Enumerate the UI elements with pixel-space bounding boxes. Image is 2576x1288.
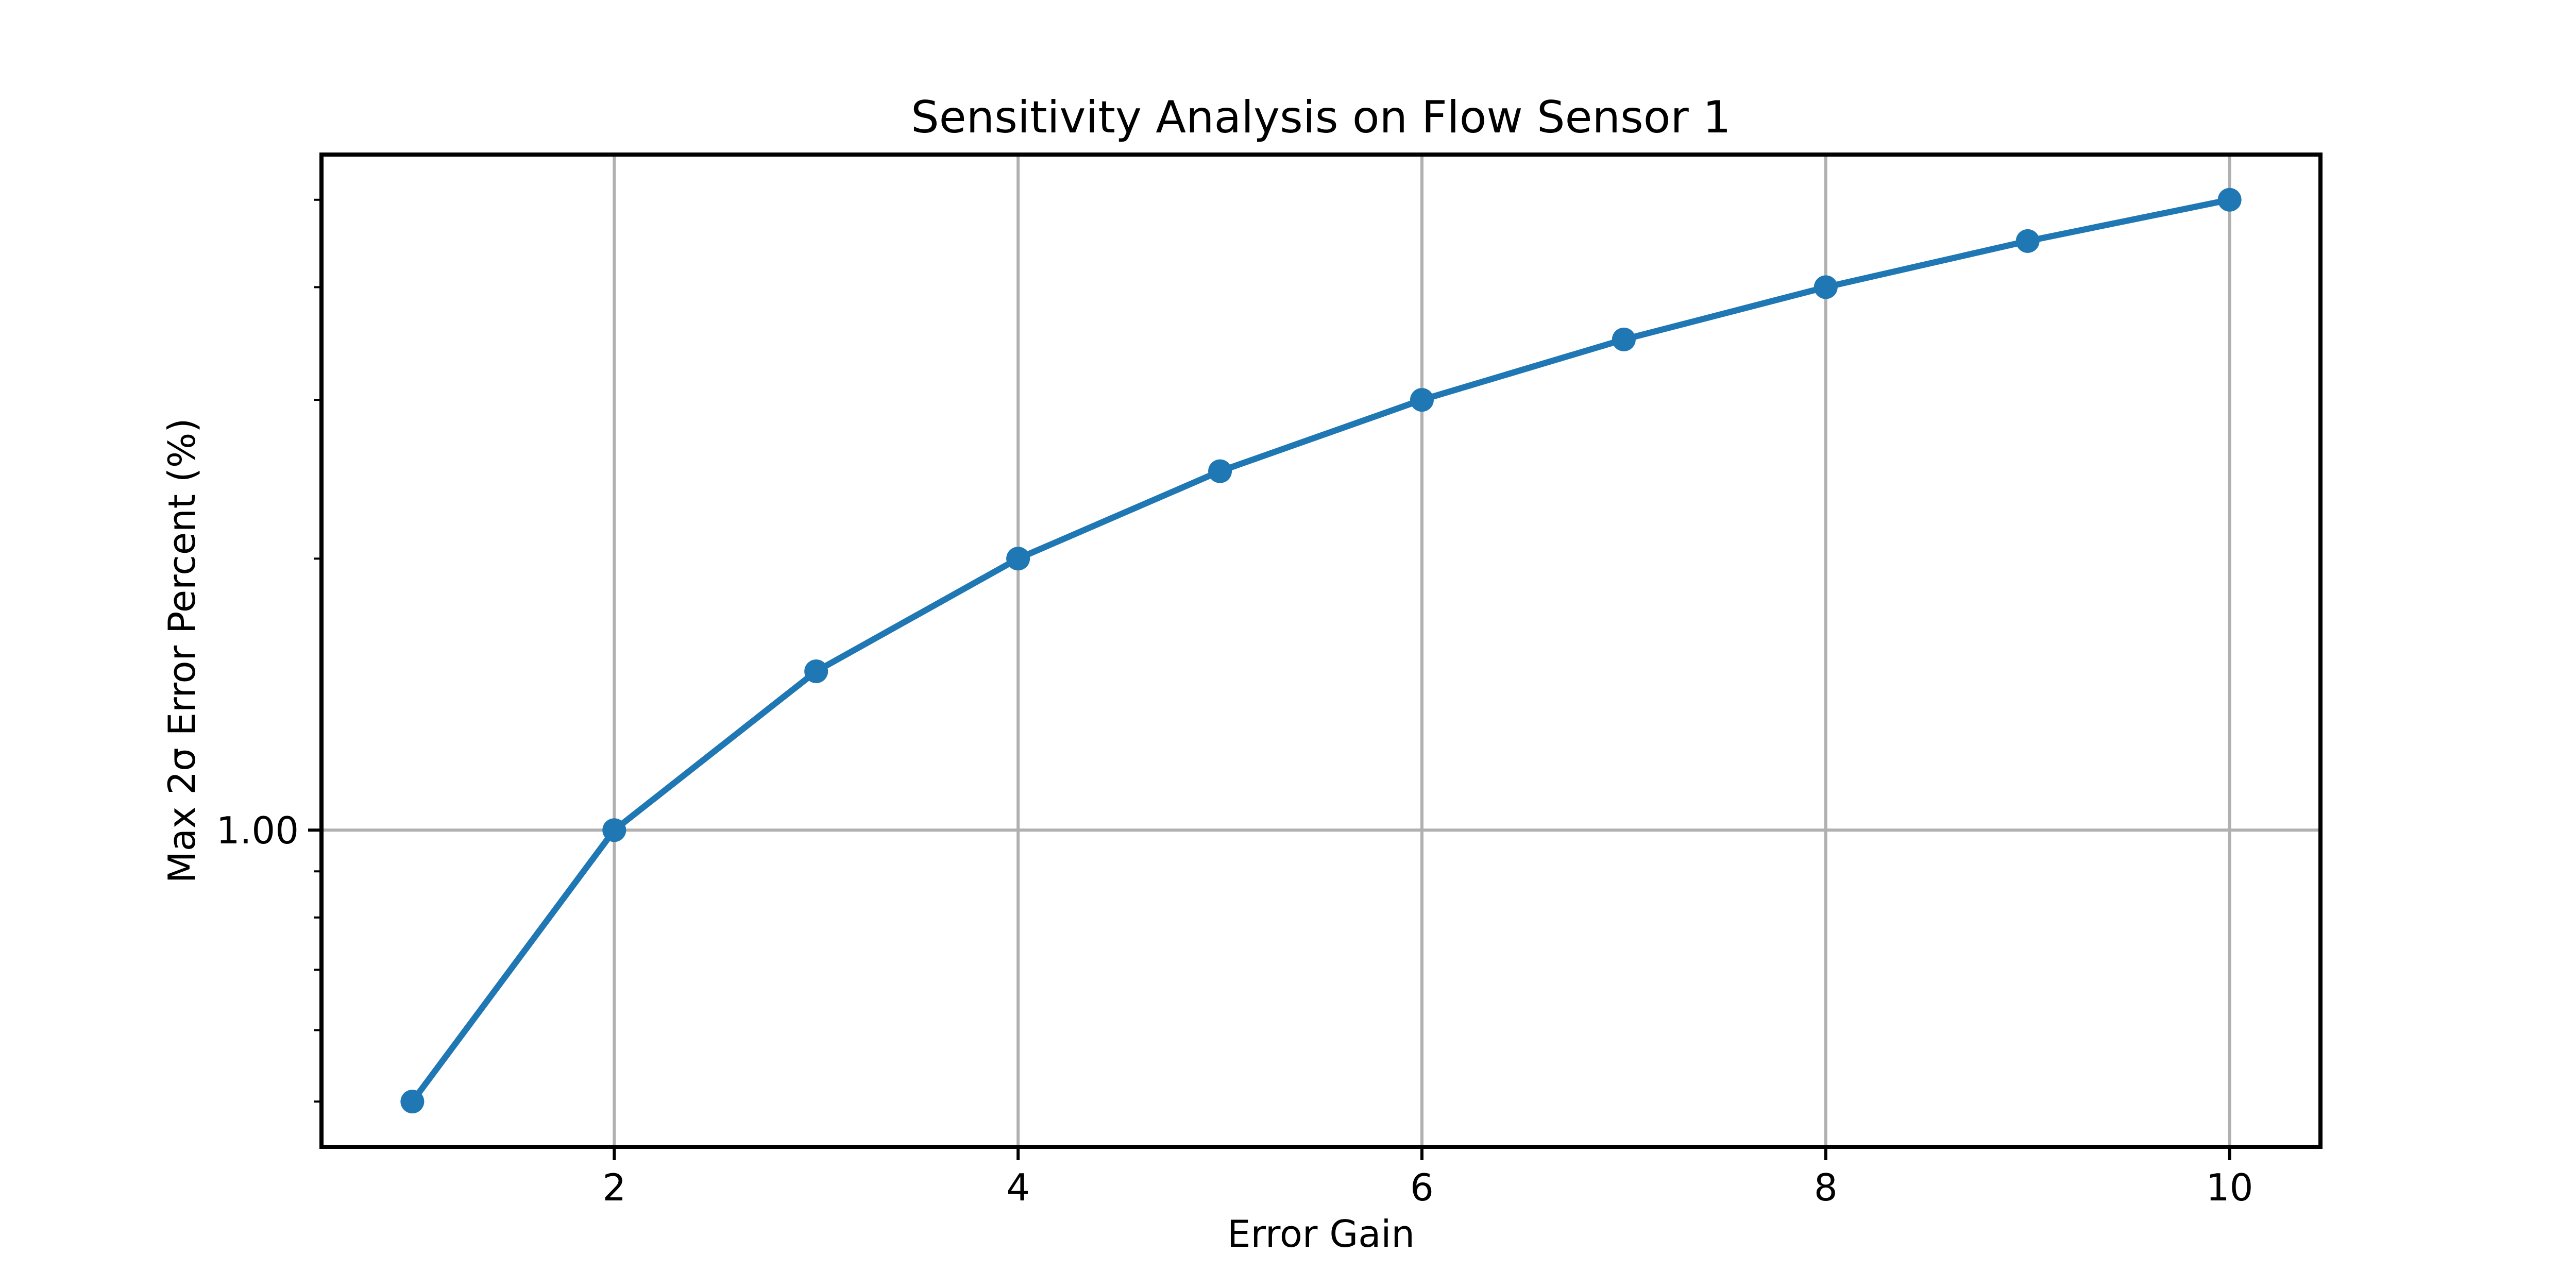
chart-title: Sensitivity Analysis on Flow Sensor 1 bbox=[911, 92, 1731, 143]
data-point bbox=[804, 659, 828, 683]
data-point bbox=[1612, 327, 1636, 351]
x-axis-label: Error Gain bbox=[1227, 1212, 1415, 1256]
data-point bbox=[1006, 547, 1030, 571]
data-point bbox=[2015, 229, 2040, 253]
x-tick-label: 8 bbox=[1814, 1166, 1838, 1209]
x-tick-label: 4 bbox=[1006, 1166, 1030, 1209]
y-axis-label: Max 2σ Error Percent (%) bbox=[160, 418, 204, 884]
data-point bbox=[1814, 275, 1838, 299]
data-point bbox=[1410, 388, 1434, 412]
x-tick-label: 2 bbox=[602, 1166, 626, 1209]
x-tick-label: 6 bbox=[1410, 1166, 1434, 1209]
plot-border bbox=[319, 152, 2323, 1149]
data-point bbox=[2217, 188, 2242, 212]
plot-render-layer: 2 4 6 8 10 1.00 bbox=[216, 152, 2323, 1209]
y-tick-label: 1.00 bbox=[216, 809, 299, 852]
data-point bbox=[400, 1090, 425, 1114]
data-point bbox=[602, 818, 626, 842]
data-point bbox=[1208, 459, 1232, 483]
x-tick-label: 10 bbox=[2206, 1166, 2253, 1209]
series-line bbox=[409, 196, 2233, 1105]
